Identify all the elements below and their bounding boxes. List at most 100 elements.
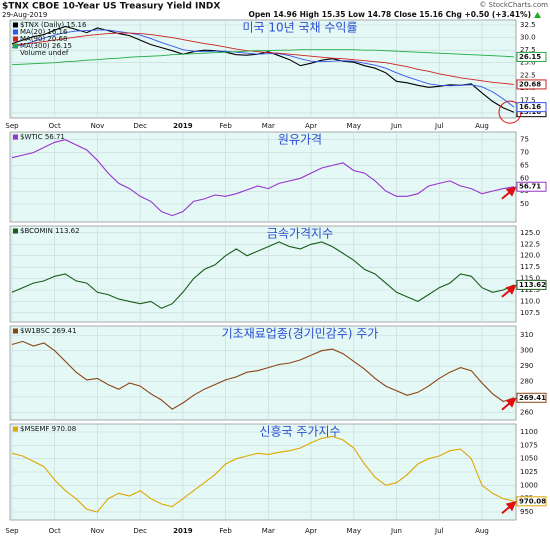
y-tick-label: 70 (520, 149, 529, 157)
series-line (11, 49, 515, 66)
legend-label: $WTIC 56.71 (20, 133, 65, 141)
y-tick-label: 50 (520, 200, 529, 208)
y-tick-label: 950 (520, 508, 533, 516)
y-tick-label: 1025 (520, 468, 538, 476)
highlight-arrow (501, 186, 517, 200)
y-tick-label: 310 (520, 331, 533, 339)
panel-bg (9, 131, 517, 223)
highlight-arrow (501, 397, 517, 411)
y-tick-label: 280 (520, 377, 533, 385)
y-tick-label: 27.5 (520, 46, 536, 54)
x-tick-label: Mar (262, 122, 275, 130)
panel-bg (9, 19, 517, 119)
legend-label: $TNX (Daily) 15.16 (20, 21, 87, 29)
series-line (11, 29, 515, 108)
legend-swatch (13, 134, 18, 140)
y-tick-label: 120.0 (520, 252, 540, 260)
y-tick-label: 1100 (520, 428, 538, 436)
legend-swatch (13, 228, 18, 234)
y-tick-label: 112.5 (520, 286, 540, 294)
x-tick-label: Apr (305, 122, 317, 130)
legend-label: MA(300) 26.15 (20, 42, 72, 50)
annotation: 금속가격지수 (267, 227, 333, 241)
legend-swatch (13, 328, 18, 334)
end-value-label: 113.62 (519, 281, 546, 289)
end-value-label: 970.08 (519, 497, 546, 505)
legend-label: $BCOMIN 113.62 (20, 227, 80, 235)
end-value-box (516, 181, 547, 192)
legend-label: MA(20) 16.16 (20, 28, 68, 36)
y-tick-label: 25.0 (520, 59, 536, 67)
end-value-box (516, 279, 547, 290)
legend-swatch (13, 29, 18, 35)
y-tick-label: 122.5 (520, 240, 540, 248)
series-line (11, 25, 515, 113)
y-tick-label: 290 (520, 362, 533, 370)
highlight-arrow (501, 284, 517, 298)
y-tick-label: 1050 (520, 455, 538, 463)
x-tick-label: Jul (434, 122, 444, 130)
y-tick-label: 30.0 (520, 34, 536, 42)
x-tick-label: Oct (49, 122, 61, 130)
y-tick-label: 75 (520, 136, 529, 144)
y-tick-label: 125.0 (520, 229, 540, 237)
quote: Open 14.96 High 15.35 Low 14.78 Close 15… (248, 10, 531, 19)
end-value-box (516, 102, 547, 113)
panel-bg (9, 325, 517, 421)
x-tick-label: Nov (91, 122, 105, 130)
legend-swatch (13, 36, 18, 42)
source: © StockCharts.com (479, 1, 548, 9)
end-value-label: 15.16 (519, 108, 541, 116)
end-value-box (516, 392, 547, 403)
series-line (11, 139, 515, 217)
y-tick-label: 107.5 (520, 309, 540, 317)
annotation: 원유가격 (278, 133, 322, 147)
y-tick-label: 110.0 (520, 297, 540, 305)
end-value-label: 56.71 (519, 183, 541, 191)
y-tick-label: 1075 (520, 441, 538, 449)
x-tick-label: Apr (305, 527, 317, 535)
chart-title: $TNX CBOE 10-Year US Treasury Yield INDX (2, 2, 220, 12)
x-tick-label: Sep (5, 527, 19, 535)
end-value-box (516, 79, 547, 90)
legend-swatch (13, 22, 18, 28)
legend-swatch (13, 43, 18, 49)
x-tick-label: 2019 (173, 527, 193, 535)
y-tick-label: 1000 (520, 481, 538, 489)
series-line (11, 435, 515, 513)
x-tick-label: May (347, 527, 361, 535)
x-tick-label: Dec (133, 527, 147, 535)
x-tick-label: Mar (262, 527, 275, 535)
y-tick-label: 260 (520, 408, 533, 416)
y-tick-label: 60 (520, 174, 529, 182)
x-tick-label: Sep (5, 122, 19, 130)
x-tick-label: Dec (133, 122, 147, 130)
series-line (11, 32, 515, 85)
x-tick-label: Jul (434, 527, 444, 535)
x-tick-label: 2019 (173, 122, 193, 130)
y-tick-label: 22.5 (520, 71, 536, 79)
end-value-box (516, 496, 547, 507)
x-tick-label: Aug (475, 527, 489, 535)
x-tick-label: Aug (475, 122, 489, 130)
chart-date: 29-Aug-2019 (2, 11, 47, 19)
x-tick-label: Oct (49, 527, 61, 535)
legend-label: $W1BSC 269.41 (20, 327, 77, 335)
end-value-label: 26.15 (519, 53, 541, 61)
y-tick-label: 300 (520, 347, 533, 355)
highlight-circle (498, 100, 522, 124)
y-tick-label: 32.5 (520, 21, 536, 29)
legend-swatch (13, 426, 18, 432)
annotation: 신흥국 주가지수 (259, 425, 340, 439)
volume-label: Volume undef (20, 49, 69, 57)
end-value-label: 20.68 (519, 80, 541, 88)
x-tick-label: May (347, 122, 361, 130)
highlight-arrow (501, 500, 517, 515)
up-arrow (534, 12, 541, 18)
legend-label: MA(90) 20.68 (20, 35, 67, 43)
x-tick-label: Feb (219, 122, 232, 130)
series-line (11, 340, 515, 410)
y-tick-label: 17.5 (520, 96, 536, 104)
series-line (11, 241, 515, 309)
